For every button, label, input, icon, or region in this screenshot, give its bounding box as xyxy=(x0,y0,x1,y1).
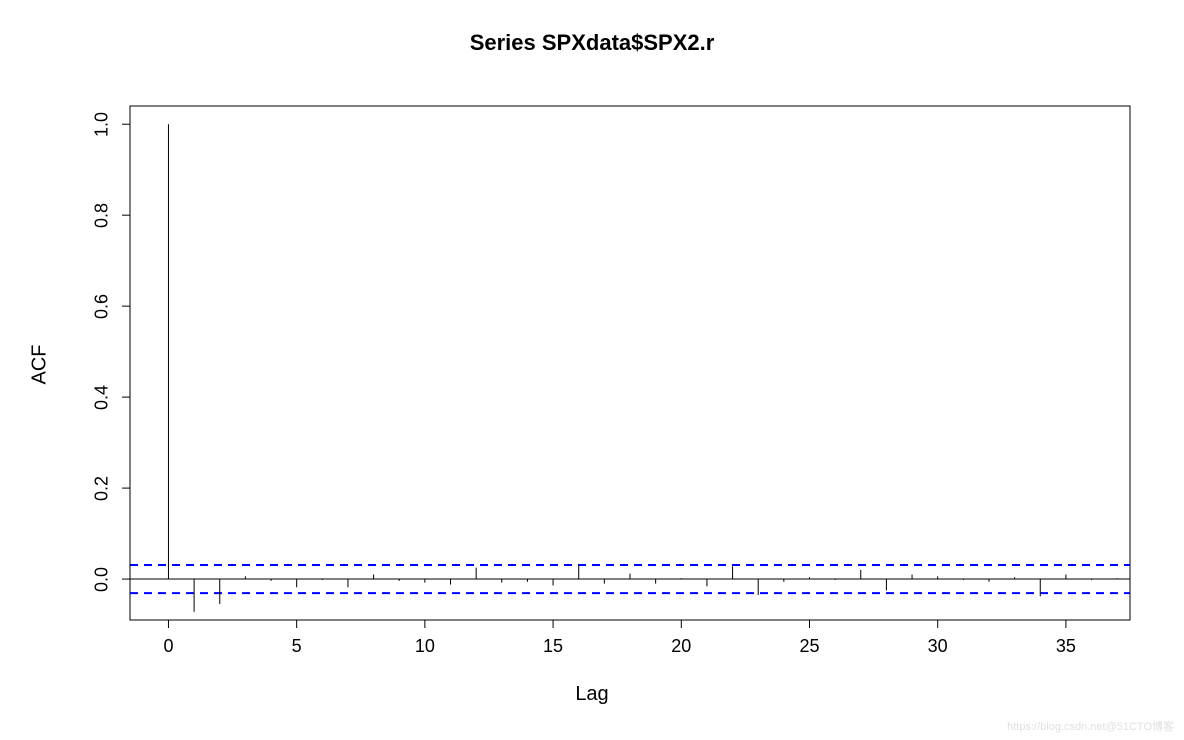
x-tick-label: 30 xyxy=(913,636,963,657)
x-tick-label: 0 xyxy=(143,636,193,657)
chart-container: Series SPXdata$SPX2.r ACF Lag 0.00.20.40… xyxy=(0,0,1184,740)
x-tick-label: 5 xyxy=(272,636,322,657)
y-tick-label: 0.4 xyxy=(92,378,113,418)
x-tick-label: 25 xyxy=(784,636,834,657)
y-tick-label: 1.0 xyxy=(92,105,113,145)
y-tick-label: 0.2 xyxy=(92,469,113,509)
x-tick-label: 10 xyxy=(400,636,450,657)
x-tick-label: 20 xyxy=(656,636,706,657)
watermark: https://blog.csdn.net@51CTO博客 xyxy=(1007,718,1174,734)
y-tick-label: 0.0 xyxy=(92,560,113,600)
acf-plot xyxy=(0,0,1184,740)
y-tick-label: 0.8 xyxy=(92,196,113,236)
y-tick-label: 0.6 xyxy=(92,287,113,327)
x-tick-label: 35 xyxy=(1041,636,1091,657)
x-tick-label: 15 xyxy=(528,636,578,657)
